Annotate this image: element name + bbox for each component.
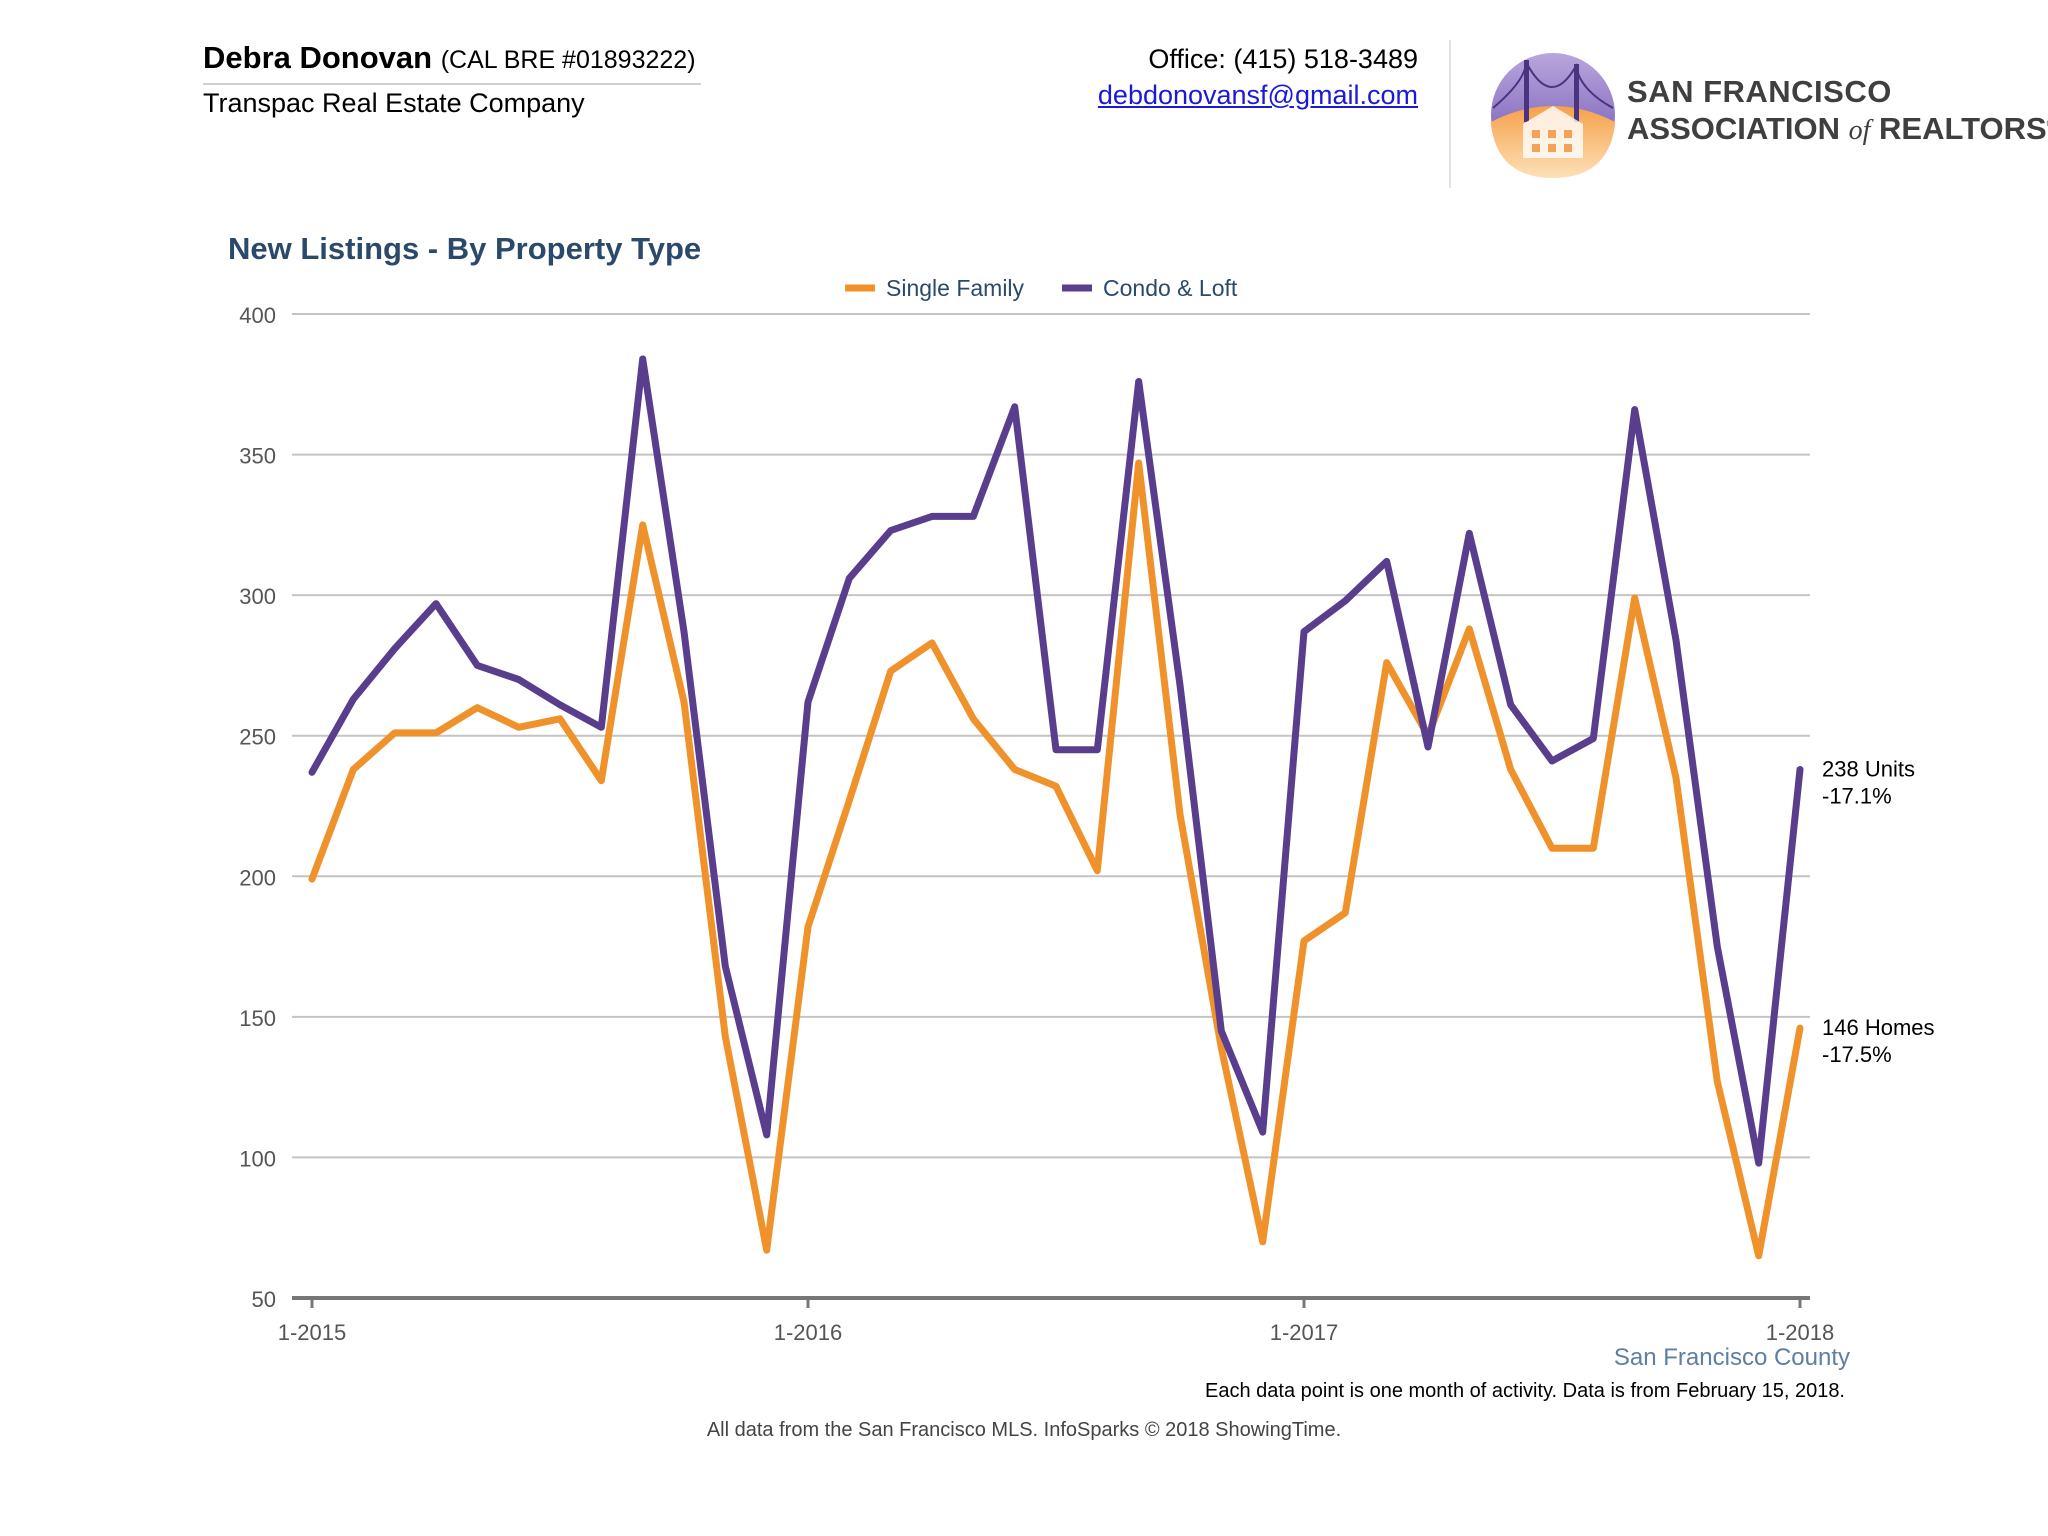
y-tick-label: 250 (239, 725, 276, 750)
email-link[interactable]: debdonovansf@gmail.com (1097, 80, 1418, 110)
y-tick-label: 400 (239, 303, 276, 328)
golden-gate-bridge-house-logo-icon (1491, 53, 1615, 178)
end-labels: 146 Homes-17.5% 238 Units-17.1% (1822, 756, 1935, 1067)
agent-license: (CAL BRE #01893222) (440, 46, 696, 74)
legend-label: Condo & Loft (1103, 275, 1238, 301)
y-axis-labels: 50 100 150 200 250 300 350 400 (239, 303, 276, 1312)
grid-lines (292, 313, 1810, 1159)
logo-realtors: REALTORS (1879, 111, 2047, 146)
end-label: -17.5% (1822, 1042, 1892, 1067)
source-note: All data from the San Francisco MLS. Inf… (706, 1419, 1342, 1441)
logo-line2: ASSOCIATION of REALTORS® (1627, 111, 2048, 147)
series-line-condo-loft (308, 355, 1804, 1167)
end-label: 238 Units (1822, 756, 1915, 781)
data-note: Each data point is one month of activity… (1205, 1380, 1845, 1402)
series-line-single-family (308, 459, 1804, 1260)
agent-company: Transpac Real Estate Company (203, 88, 585, 118)
logo-of: of (1848, 115, 1871, 146)
x-tick-label: 1-2018 (1766, 1320, 1835, 1345)
y-tick-label: 200 (239, 865, 276, 890)
y-tick-label: 150 (239, 1006, 276, 1031)
legend-label: Single Family (886, 275, 1025, 301)
agent-name-line: Debra Donovan (CAL BRE #01893222) (203, 40, 696, 76)
office-phone: Office: (415) 518-3489 (1148, 44, 1418, 74)
x-tick-label: 1-2016 (774, 1320, 843, 1345)
registered-mark: ® (2047, 117, 2048, 131)
agent-name: Debra Donovan (203, 40, 433, 75)
end-label: -17.1% (1822, 783, 1892, 808)
x-tick-label: 1-2015 (278, 1320, 347, 1345)
logo-association: ASSOCIATION (1627, 111, 1840, 146)
chart-legend: Single Family Condo & Loft (845, 275, 1238, 301)
chart-title: New Listings - By Property Type (228, 231, 702, 266)
header-divider (1449, 40, 1451, 188)
county-label: San Francisco County (1613, 1344, 1850, 1371)
agent-underline (203, 83, 701, 85)
series-lines (308, 355, 1804, 1260)
x-tick-label: 1-2017 (1270, 1320, 1339, 1345)
x-axis: 1-2015 1-2016 1-2017 1-2018 (278, 1296, 1835, 1345)
end-label: 146 Homes (1822, 1015, 1935, 1040)
y-tick-label: 300 (239, 584, 276, 609)
y-tick-label: 350 (239, 444, 276, 469)
logo-line1: SAN FRANCISCO (1627, 74, 1892, 109)
y-tick-label: 100 (239, 1146, 276, 1171)
y-tick-label: 50 (252, 1287, 276, 1312)
